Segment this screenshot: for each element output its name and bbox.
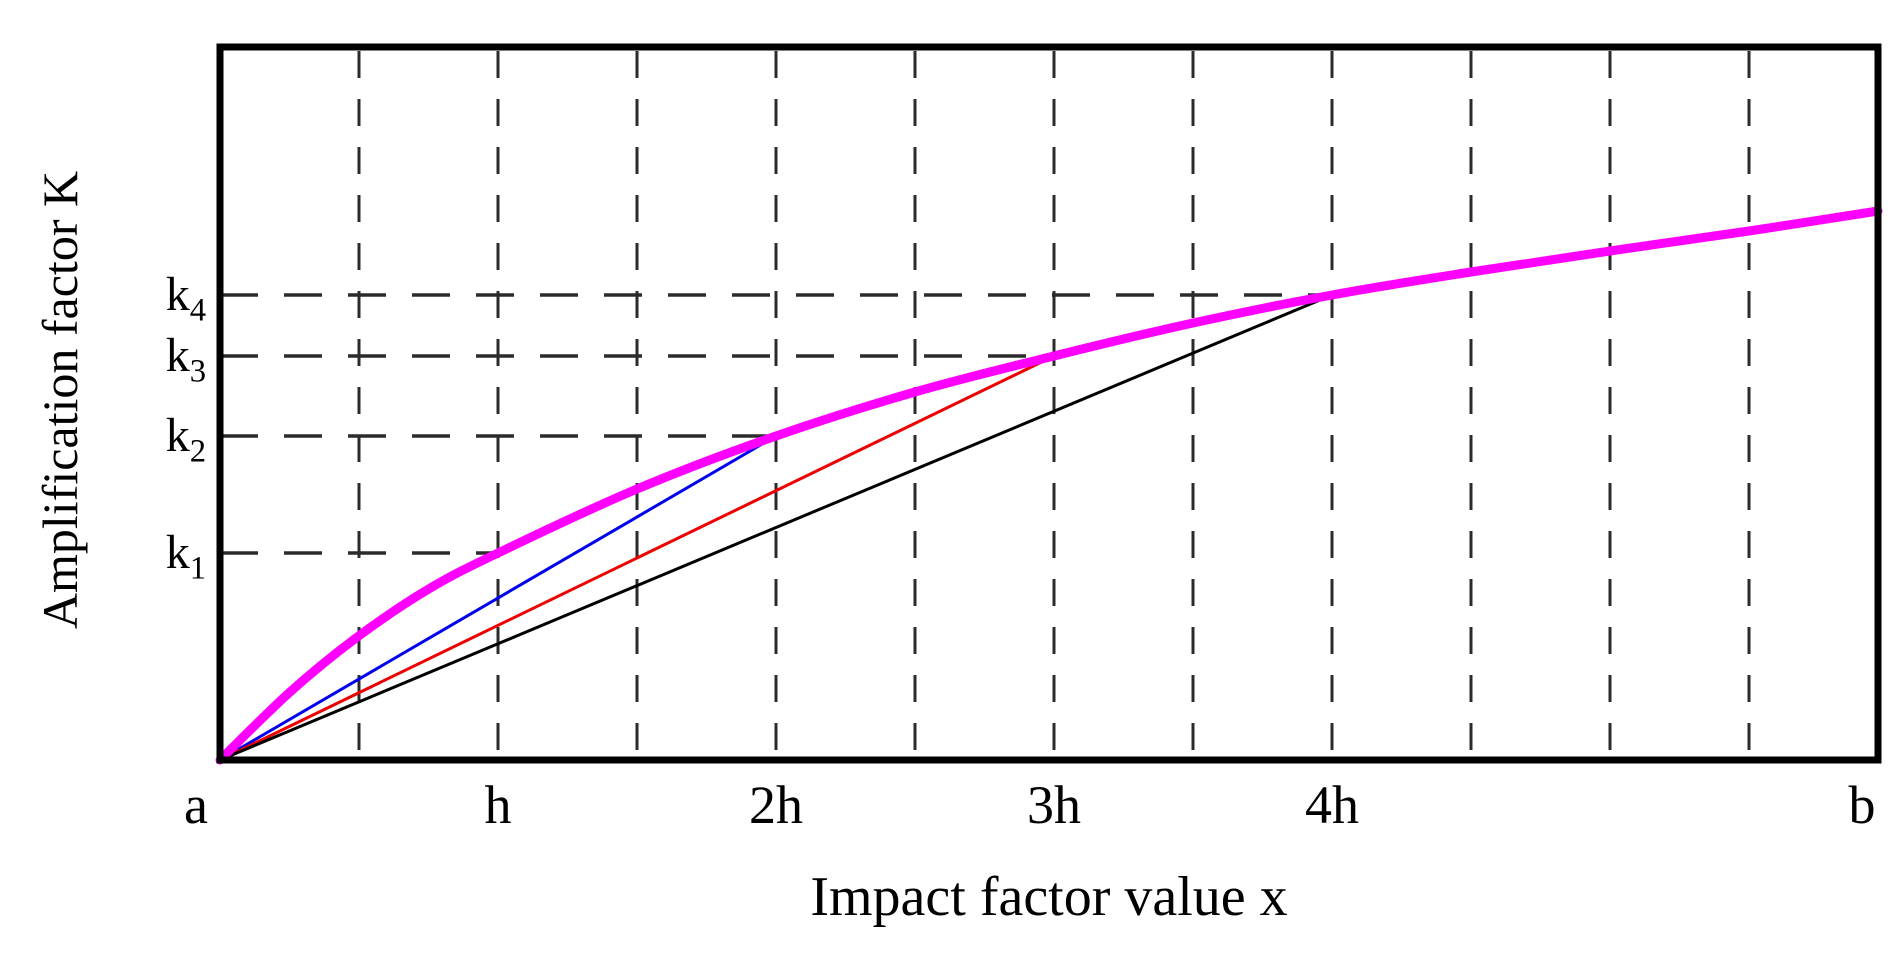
x-tick-label-2h: 2h (749, 775, 803, 835)
secant-a-4h (219, 293, 1333, 762)
y-tick-label-k1: k1 (165, 526, 206, 585)
y-axis-title: Amplification factor K (32, 170, 88, 630)
y-tick-base: k (165, 409, 190, 462)
x-tick-label-a: a (184, 775, 208, 835)
y-tick-base: k (165, 268, 190, 321)
y-tick-label-k4: k4 (165, 268, 206, 327)
secant-a-2h (219, 434, 777, 762)
y-tick-label-k2: k2 (165, 409, 206, 468)
amplification-curve (215, 206, 1883, 765)
y-tick-base: k (165, 526, 190, 579)
x-tick-label-3h: 3h (1027, 775, 1081, 835)
y-tick-base: k (165, 329, 190, 382)
x-tick-label-b: b (1848, 775, 1876, 835)
x-tick-label-4h: 4h (1305, 775, 1359, 835)
y-tick-label-k3: k3 (165, 329, 206, 388)
secant-a-3h (219, 354, 1055, 762)
y-tick-subscript: 2 (189, 433, 206, 470)
x-axis-title: Impact factor value x (810, 866, 1288, 928)
y-tick-subscript: 1 (189, 550, 206, 587)
y-tick-subscript: 3 (189, 353, 206, 390)
y-tick-subscript: 4 (189, 292, 206, 329)
x-tick-label-h: h (484, 775, 512, 835)
plot-border (216, 43, 1882, 764)
